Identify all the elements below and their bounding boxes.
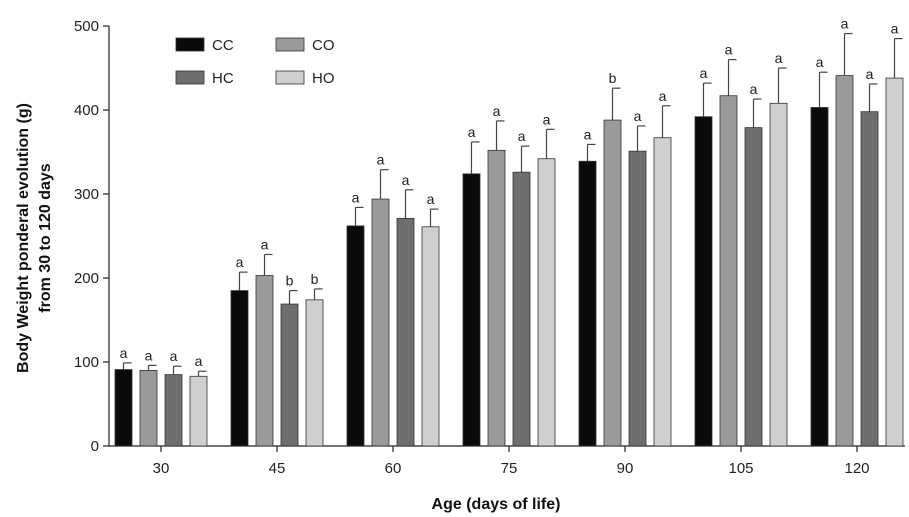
significance-label: a xyxy=(543,111,551,127)
significance-label: a xyxy=(750,81,758,97)
bar xyxy=(421,226,440,447)
x-tick-label: 60 xyxy=(385,460,402,477)
y-tick-label: 0 xyxy=(91,438,99,455)
bar xyxy=(164,374,183,447)
y-tick-label: 100 xyxy=(74,354,99,371)
legend-swatch xyxy=(275,70,305,85)
bar xyxy=(653,137,672,447)
significance-label: a xyxy=(402,172,410,188)
bar xyxy=(628,150,647,447)
bar xyxy=(744,127,763,447)
significance-label: b xyxy=(311,271,319,287)
bar xyxy=(512,171,531,447)
bar xyxy=(462,173,481,447)
x-tick-label: 75 xyxy=(501,460,518,477)
legend-label: HC xyxy=(212,70,234,87)
significance-label: a xyxy=(377,152,385,168)
bar xyxy=(255,275,274,447)
bar xyxy=(139,369,158,447)
bar xyxy=(860,111,879,447)
significance-label: a xyxy=(725,42,733,58)
bar xyxy=(810,107,829,447)
bar xyxy=(346,225,365,447)
significance-label: a xyxy=(427,191,435,207)
significance-label: a xyxy=(120,345,128,361)
significance-label: a xyxy=(195,353,203,369)
x-tick-label: 90 xyxy=(617,460,634,477)
legend-label: CO xyxy=(312,37,335,54)
y-tick-label: 400 xyxy=(74,102,99,119)
significance-label: a xyxy=(584,126,592,142)
x-tick-label: 120 xyxy=(844,460,869,477)
significance-label: a xyxy=(841,16,849,32)
bar xyxy=(835,75,854,447)
bar xyxy=(603,119,622,447)
bar xyxy=(189,375,208,447)
bar xyxy=(578,160,597,447)
significance-label: a xyxy=(145,347,153,363)
x-tick-label: 45 xyxy=(269,460,286,477)
significance-label: b xyxy=(286,273,294,289)
y-tick-label: 200 xyxy=(74,270,99,287)
bar xyxy=(487,149,506,447)
significance-label: a xyxy=(866,66,874,82)
significance-label: a xyxy=(170,348,178,364)
significance-label: a xyxy=(493,103,501,119)
legend-swatch xyxy=(175,37,205,52)
significance-label: a xyxy=(468,124,476,140)
significance-label: a xyxy=(659,88,667,104)
significance-label: a xyxy=(775,50,783,66)
x-axis-title: Age (days of life) xyxy=(432,496,561,513)
bar xyxy=(396,217,415,447)
x-tick-label: 30 xyxy=(153,460,170,477)
y-axis-title-line2: from 30 to 120 days xyxy=(37,163,54,313)
y-tick-label: 300 xyxy=(74,186,99,203)
bar xyxy=(769,102,788,447)
significance-label: a xyxy=(518,128,526,144)
significance-label: a xyxy=(634,108,642,124)
bar xyxy=(114,369,133,447)
bar xyxy=(885,77,904,447)
significance-label: a xyxy=(352,189,360,205)
bar xyxy=(371,198,390,447)
significance-label: a xyxy=(236,254,244,270)
legend-swatch xyxy=(275,37,305,52)
bar xyxy=(694,116,713,447)
legend-label: CC xyxy=(212,37,234,54)
significance-label: a xyxy=(261,236,269,252)
bar xyxy=(305,299,324,447)
significance-label: a xyxy=(816,54,824,70)
y-tick-label: 500 xyxy=(74,18,99,35)
significance-label: a xyxy=(891,21,899,37)
x-tick-label: 105 xyxy=(728,460,753,477)
significance-label: a xyxy=(700,65,708,81)
bar xyxy=(280,303,299,447)
legend-label: HO xyxy=(312,70,335,87)
bar xyxy=(719,95,738,447)
significance-label: b xyxy=(609,70,617,86)
bar xyxy=(230,290,249,447)
y-axis-title-line1: Body Weight ponderal evolution (g) xyxy=(15,103,32,373)
legend-swatch xyxy=(175,70,205,85)
bar xyxy=(537,158,556,447)
